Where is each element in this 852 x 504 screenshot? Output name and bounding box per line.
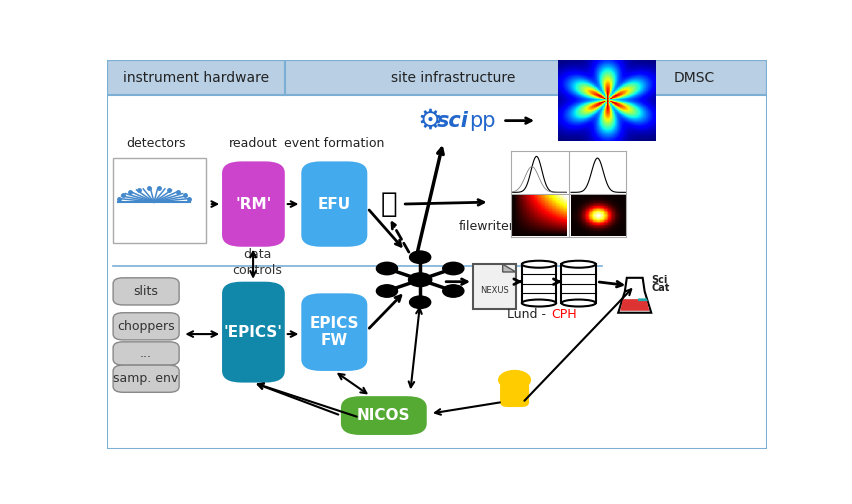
Ellipse shape — [561, 261, 596, 268]
FancyBboxPatch shape — [222, 282, 285, 383]
Text: filewriter: filewriter — [458, 220, 514, 233]
Polygon shape — [619, 278, 651, 312]
FancyBboxPatch shape — [113, 278, 179, 305]
FancyBboxPatch shape — [500, 382, 529, 407]
Text: Lund -: Lund - — [507, 308, 550, 321]
Text: Sci: Sci — [651, 275, 668, 285]
Text: 🍸: 🍸 — [381, 190, 397, 218]
Text: NEXUS: NEXUS — [480, 286, 509, 295]
FancyBboxPatch shape — [302, 293, 367, 371]
FancyBboxPatch shape — [473, 264, 516, 309]
Circle shape — [410, 251, 431, 264]
Text: NICOS: NICOS — [357, 408, 411, 423]
Text: CPH: CPH — [551, 308, 577, 321]
Text: storage: storage — [551, 220, 599, 233]
FancyBboxPatch shape — [106, 60, 767, 95]
FancyBboxPatch shape — [521, 264, 556, 303]
Ellipse shape — [521, 261, 556, 268]
Polygon shape — [620, 299, 649, 311]
Text: Cat: Cat — [651, 283, 670, 292]
Circle shape — [408, 273, 432, 287]
Text: slits: slits — [134, 285, 158, 298]
Text: data: data — [243, 248, 271, 261]
Text: samp. env: samp. env — [113, 372, 179, 385]
Circle shape — [443, 262, 463, 275]
FancyBboxPatch shape — [222, 161, 285, 247]
Circle shape — [498, 370, 531, 389]
Text: controls: controls — [232, 264, 282, 277]
Text: EFU: EFU — [318, 197, 351, 212]
Text: instrument hardware: instrument hardware — [123, 71, 268, 85]
Text: pp: pp — [469, 111, 496, 131]
FancyBboxPatch shape — [113, 157, 205, 243]
Polygon shape — [503, 264, 516, 272]
Text: sci: sci — [436, 111, 469, 131]
FancyBboxPatch shape — [561, 264, 596, 303]
Text: site infrastructure: site infrastructure — [391, 71, 515, 85]
Circle shape — [377, 262, 398, 275]
Circle shape — [377, 285, 398, 297]
Text: event formation: event formation — [284, 138, 384, 150]
Text: readout: readout — [228, 138, 278, 150]
Circle shape — [443, 285, 463, 297]
Circle shape — [410, 296, 431, 308]
Text: detectors: detectors — [126, 138, 186, 150]
Text: 'RM': 'RM' — [235, 197, 272, 212]
FancyBboxPatch shape — [113, 342, 179, 365]
Polygon shape — [638, 298, 648, 301]
Text: EPICS
FW: EPICS FW — [309, 316, 359, 348]
FancyBboxPatch shape — [113, 312, 179, 340]
FancyBboxPatch shape — [302, 161, 367, 247]
Text: DMSC: DMSC — [674, 71, 715, 85]
Text: choppers: choppers — [118, 320, 175, 333]
Ellipse shape — [561, 299, 596, 306]
Ellipse shape — [521, 299, 556, 306]
FancyBboxPatch shape — [341, 396, 427, 435]
Text: ⚙: ⚙ — [417, 107, 442, 135]
Text: ...: ... — [140, 347, 153, 360]
FancyBboxPatch shape — [113, 365, 179, 392]
Text: 'EPICS': 'EPICS' — [224, 325, 283, 340]
